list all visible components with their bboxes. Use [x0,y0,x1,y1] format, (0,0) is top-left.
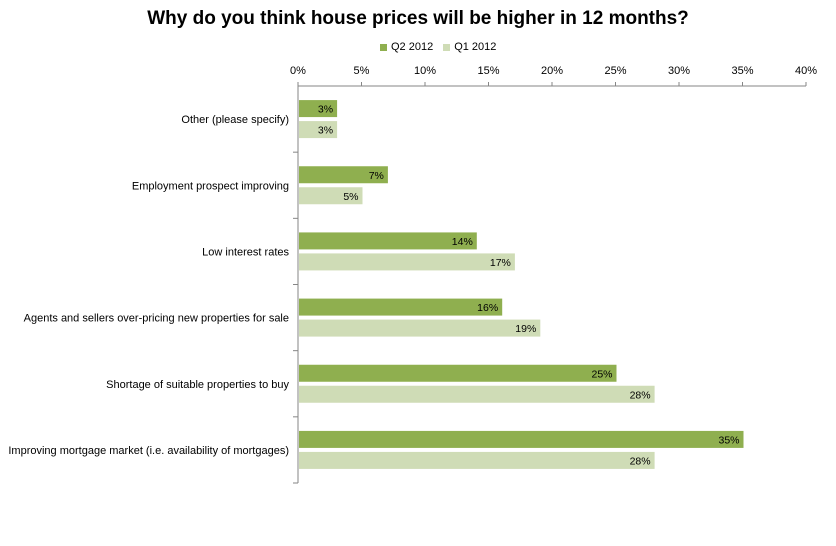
data-label: 28% [630,455,651,467]
data-label: 5% [343,191,358,203]
category-label: Employment prospect improving [132,180,289,192]
data-label: 17% [490,257,511,269]
x-tick-label: 30% [668,65,690,77]
bar-q2-2012 [299,298,503,316]
data-label: 19% [515,323,536,335]
bar-q2-2012 [299,166,388,184]
data-label: 28% [630,389,651,401]
x-tick-label: 15% [477,65,499,77]
bar-q1-2012 [299,253,515,271]
category-label: Shortage of suitable properties to buy [106,379,289,391]
x-tick-label: 25% [604,65,626,77]
data-label: 3% [318,125,333,137]
category-label: Other (please specify) [181,114,289,126]
data-label: 25% [591,368,612,380]
x-tick-label: 20% [541,65,563,77]
legend-item-q1-2012: Q1 2012 [443,41,496,53]
data-label: 3% [318,104,333,116]
category-label: Improving mortgage market (i.e. availabi… [8,445,289,457]
bar-q2-2012 [299,232,477,250]
bar-q1-2012 [299,451,655,469]
bar-q1-2012 [299,319,541,337]
data-label: 35% [718,434,739,446]
data-label: 14% [452,236,473,248]
x-tick-label: 40% [795,65,817,77]
data-label: 16% [477,302,498,314]
bar-q1-2012 [299,187,363,205]
x-tick-label: 35% [731,65,753,77]
legend: Q2 2012 Q1 2012 [380,40,506,54]
x-tick-label: 5% [354,65,370,77]
legend-swatch-q2-2012 [380,43,387,51]
legend-label-q2-2012: Q2 2012 [391,41,434,53]
data-label: 7% [369,170,384,182]
x-tick-label: 10% [414,65,436,77]
bar-q2-2012 [299,100,338,118]
bar-q2-2012 [299,430,744,448]
bar-q2-2012 [299,364,617,382]
legend-item-q2-2012: Q2 2012 [380,41,433,53]
bar-q1-2012 [299,121,338,139]
chart-title: Why do you think house prices will be hi… [147,8,689,29]
category-label: Agents and sellers over-pricing new prop… [24,313,289,325]
bar-q1-2012 [299,385,655,403]
x-tick-label: 0% [290,65,306,77]
legend-label-q1-2012: Q1 2012 [454,41,497,53]
category-label: Low interest rates [202,246,289,258]
legend-swatch-q1-2012 [443,43,451,51]
